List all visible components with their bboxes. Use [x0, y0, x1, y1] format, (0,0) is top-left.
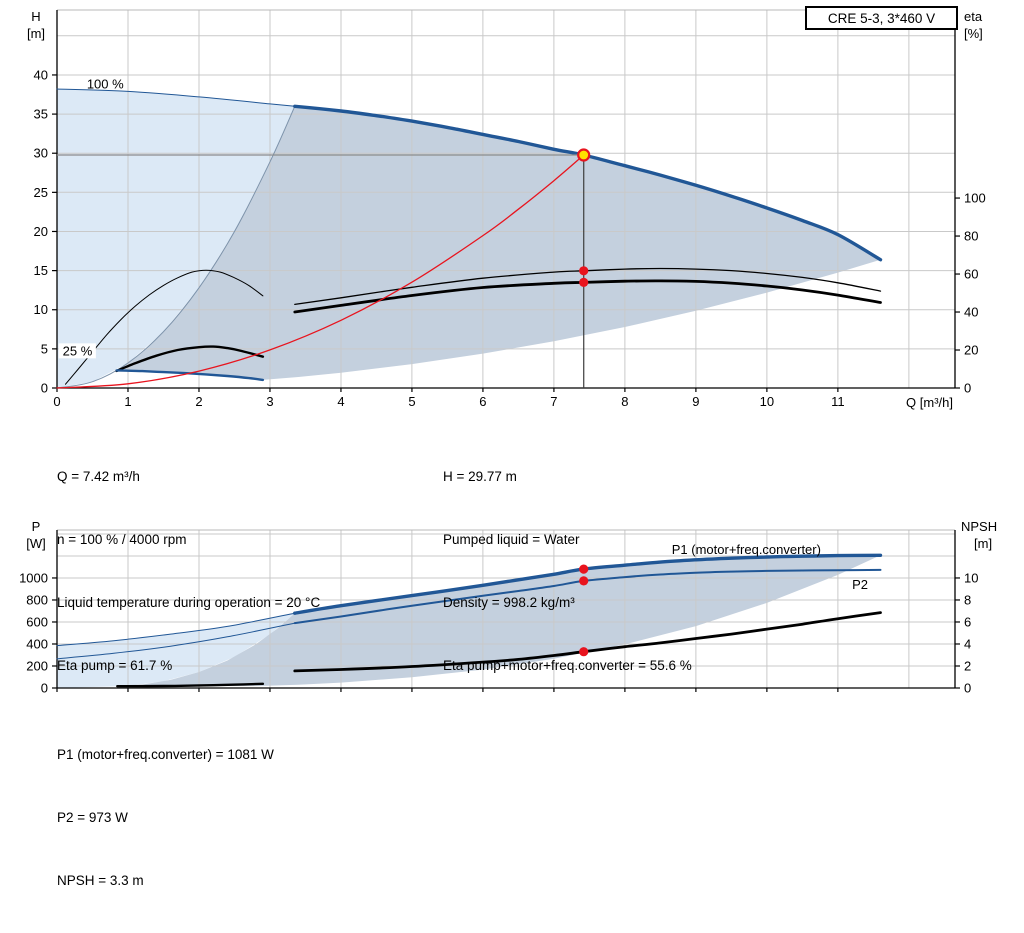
tick-label-left: 400	[26, 636, 48, 651]
eta-pump-curve	[294, 267, 882, 306]
speed-25-label: 25 %	[63, 343, 93, 358]
tick-label-x: 11	[831, 394, 845, 409]
tick-label-left: 25	[34, 185, 48, 200]
duty-info-right: H = 29.77 m Pumped liquid = Water Densit…	[443, 424, 692, 718]
tick-label-right: 6	[964, 614, 971, 629]
info-speed: n = 100 % / 4000 rpm	[57, 532, 187, 547]
info-p1: P1 (motor+freq.converter) = 1081 W	[57, 747, 274, 762]
tick-label-right: 40	[964, 305, 978, 320]
p-axis-unit-line1: P	[32, 519, 41, 534]
tick-label-right: 0	[964, 381, 971, 396]
npsh-axis-unit-line1: NPSH	[961, 519, 997, 534]
power-npsh-chart: 0 200 400 600 800 1000 0 2 4 6 8 10 P1 (motor+freq.c…	[19, 529, 978, 696]
info-pumped-liquid: Pumped liquid = Water	[443, 532, 580, 547]
speed-100-label: 100 %	[87, 76, 124, 91]
p-axis-unit-line2: [W]	[26, 536, 46, 551]
h-axis-unit-line1: H	[31, 9, 40, 24]
tick-label-left: 200	[26, 658, 48, 673]
q-axis-title: Q [m³/h]	[906, 395, 953, 410]
tick-label-x: 7	[550, 394, 557, 409]
tick-label-x: 5	[408, 394, 415, 409]
tick-label-left: 1000	[19, 570, 48, 585]
tick-label-left: 40	[34, 67, 48, 82]
npsh-axis-unit-line2: [m]	[974, 536, 992, 551]
eta-total-point	[579, 277, 589, 287]
tick-label-left: 15	[34, 263, 48, 278]
tick-label-right: 100	[964, 191, 986, 206]
p2-curve	[293, 568, 882, 625]
p1-curve	[293, 553, 883, 615]
tick-label-left: 600	[26, 614, 48, 629]
control-curve	[56, 154, 585, 389]
tick-label-left: 10	[34, 302, 48, 317]
info-liquid-temp: Liquid temperature during operation = 20…	[57, 595, 321, 610]
tick-label-x: 1	[124, 394, 131, 409]
tick-label-left: 30	[34, 146, 48, 161]
npsh-curve-25pct	[116, 682, 265, 688]
tick-label-x: 9	[692, 394, 699, 409]
pump-curve-25pct	[115, 369, 265, 382]
tick-label-right: 0	[964, 681, 971, 696]
tick-label-x: 4	[337, 394, 344, 409]
info-flow: Q = 7.42 m³/h	[57, 469, 140, 484]
p1-point	[579, 564, 589, 574]
info-eta-total: Eta pump+motor+freq.converter = 55.6 %	[443, 658, 692, 673]
tick-label-right: 10	[964, 570, 978, 585]
tick-label-right: 8	[964, 592, 971, 607]
info-eta-pump: Eta pump = 61.7 %	[57, 658, 173, 673]
tick-label-right: 20	[964, 343, 978, 358]
power-info: P1 (motor+freq.converter) = 1081 W P2 = …	[57, 702, 274, 933]
speed-25-label-bg	[58, 343, 96, 359]
tick-label-left: 35	[34, 107, 48, 122]
eta-total-curve	[293, 279, 882, 314]
tick-label-x: 6	[479, 394, 486, 409]
info-density: Density = 998.2 kg/m³	[443, 595, 575, 610]
tick-label-left: 0	[41, 381, 48, 396]
tick-label-right: 80	[964, 229, 978, 244]
tick-label-right: 4	[964, 636, 971, 651]
eta-pump-curve-25pct	[65, 269, 264, 385]
tick-label-left: 0	[41, 681, 48, 696]
tick-label-x: 0	[53, 394, 60, 409]
tick-label-right: 60	[964, 267, 978, 282]
info-head: H = 29.77 m	[443, 469, 517, 484]
eta-axis-unit-line1: eta	[964, 9, 983, 24]
info-p2: P2 = 973 W	[57, 810, 128, 825]
tick-label-right: 2	[964, 658, 971, 673]
qh-eta-chart: 0 5 10 15 20 25 30 35 40 0 20 40 60 80 100 0 1 2 3 4 5 6 7 8 9 10…	[34, 9, 986, 409]
npsh-curve	[293, 611, 882, 673]
power-range-light	[57, 613, 295, 688]
p1-curve-extension	[56, 612, 296, 647]
p2-curve-extension	[56, 622, 296, 660]
pump-curve-window: 0 5 10 15 20 25 30 35 40 0 20 40 60 80 100 0 1 2 3 4 5 6 7 8 9 10…	[19, 6, 997, 888]
p2-point	[579, 576, 589, 586]
info-npsh: NPSH = 3.3 m	[57, 873, 144, 888]
tick-label-x: 2	[195, 394, 202, 409]
operating-range-light	[57, 89, 295, 388]
h-axis-unit-line2: [m]	[27, 26, 45, 41]
npsh-point	[579, 647, 589, 657]
pump-curve-100pct-extension	[56, 88, 296, 107]
power-range	[116, 555, 881, 687]
tick-label-x: 8	[621, 394, 628, 409]
eta-pump-point	[579, 266, 589, 276]
tick-label-x: 3	[266, 394, 273, 409]
pump-title-box: CRE 5-3, 3*460 V	[805, 6, 958, 30]
eta-axis-unit-line2: [%]	[964, 26, 983, 41]
p1-curve-label: P1 (motor+freq.converter)	[672, 542, 821, 557]
p2-curve-label: P2	[852, 577, 868, 592]
tick-label-left: 800	[26, 592, 48, 607]
duty-info-left: Q = 7.42 m³/h n = 100 % / 4000 rpm Liqui…	[57, 424, 320, 718]
duty-point[interactable]	[577, 148, 591, 162]
eta-total-curve-25pct	[115, 345, 265, 373]
tick-label-x: 10	[760, 394, 774, 409]
pump-title: CRE 5-3, 3*460 V	[827, 10, 936, 26]
tick-label-left: 5	[41, 341, 48, 356]
tick-label-left: 20	[34, 224, 48, 239]
min-flow-limit-line	[56, 105, 296, 389]
